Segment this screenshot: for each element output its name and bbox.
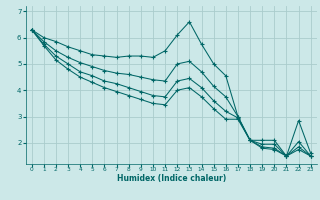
X-axis label: Humidex (Indice chaleur): Humidex (Indice chaleur) (116, 174, 226, 183)
